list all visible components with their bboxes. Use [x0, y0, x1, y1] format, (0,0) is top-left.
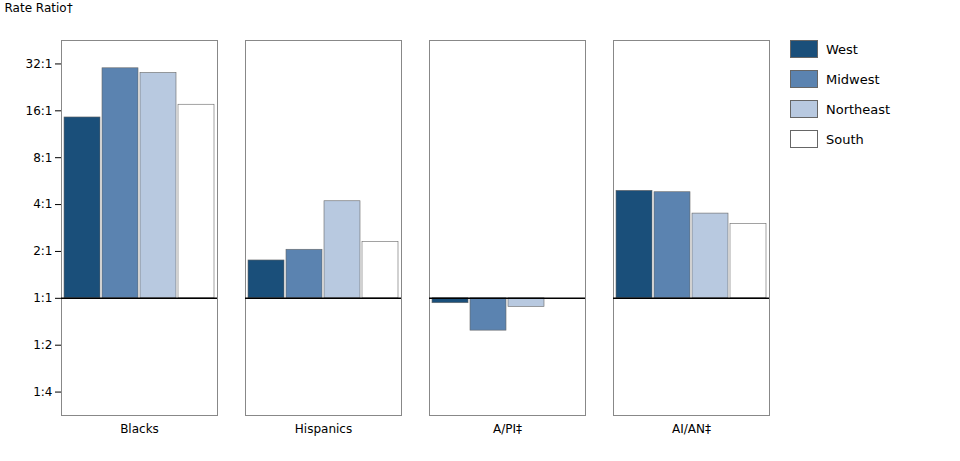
svg-text:16:1: 16:1	[26, 104, 53, 118]
svg-text:A/PI‡: A/PI‡	[493, 422, 522, 436]
svg-text:Blacks: Blacks	[120, 422, 159, 436]
svg-text:4:1: 4:1	[33, 197, 52, 211]
svg-text:1:4: 1:4	[33, 385, 52, 399]
html-text:West: West	[826, 41, 858, 57]
svg-text:AI/AN‡: AI/AN‡	[672, 422, 711, 436]
svg-text:1:1: 1:1	[33, 291, 52, 305]
svg-text:2:1: 2:1	[33, 244, 52, 258]
svg-text:8:1: 8:1	[33, 151, 52, 165]
svg-text:1:2: 1:2	[33, 338, 52, 352]
html-text:Northeast: Northeast	[826, 101, 891, 117]
svg-text:Hispanics: Hispanics	[295, 422, 352, 436]
svg-text:32:1: 32:1	[26, 57, 53, 71]
svg-text:Rate Ratio†: Rate Ratio†	[5, 1, 73, 15]
html-text:Midwest: Midwest	[826, 71, 880, 87]
html-text:South: South	[826, 131, 864, 147]
